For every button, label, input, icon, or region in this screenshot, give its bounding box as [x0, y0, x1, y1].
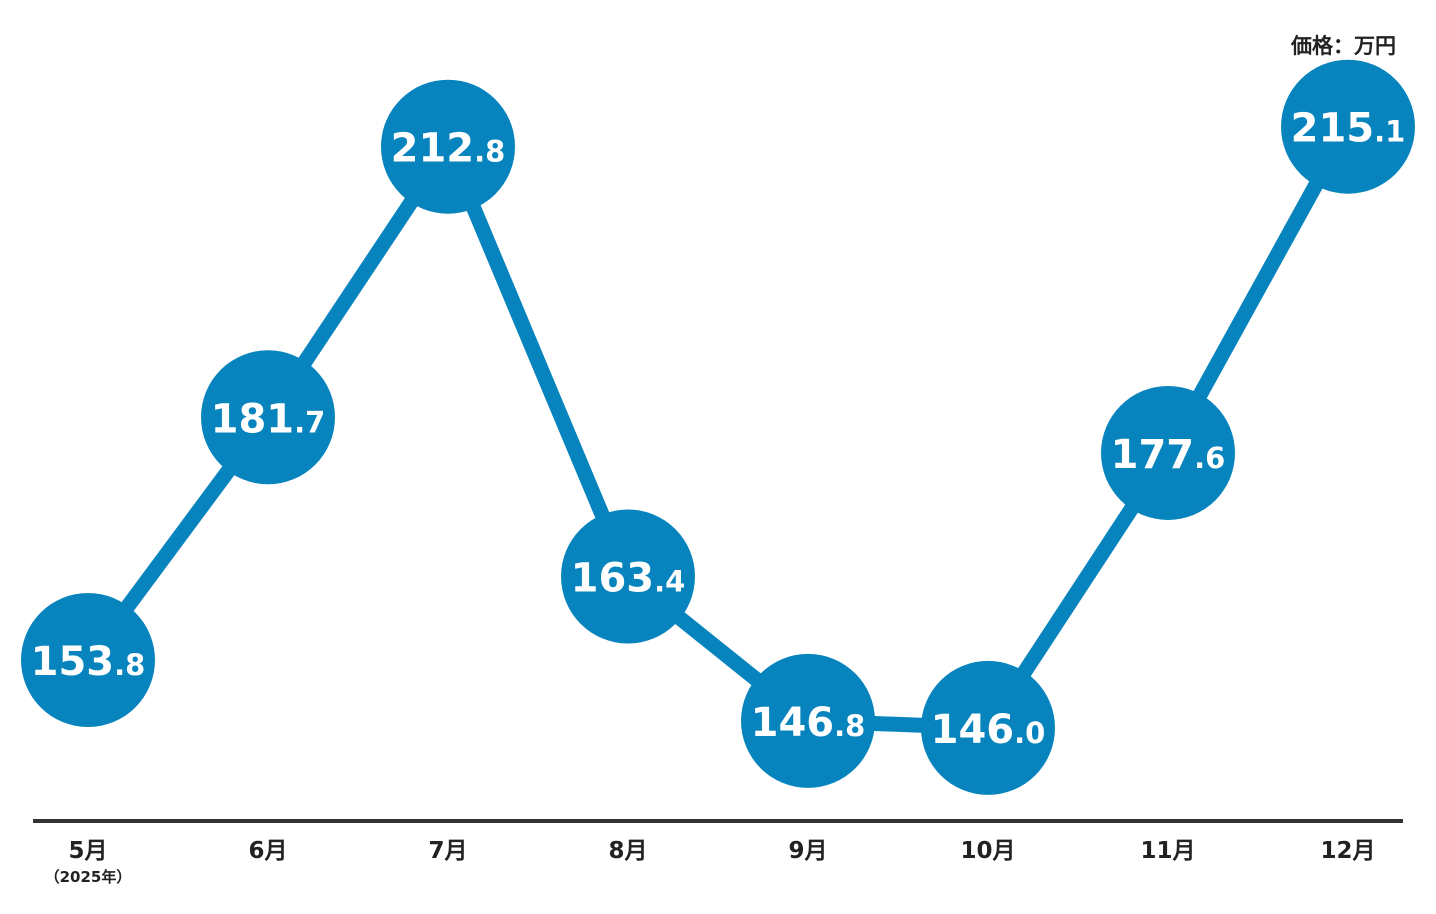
data-label-decimal: .4	[654, 564, 685, 598]
data-label-integer: 177	[1111, 432, 1195, 478]
data-label: 153.8	[31, 639, 146, 685]
data-label: 215.1	[1291, 106, 1406, 152]
data-label: 146.8	[751, 700, 866, 746]
data-label-decimal: .8	[834, 709, 865, 743]
data-label: 212.8	[391, 126, 506, 172]
data-label-decimal: .6	[1194, 441, 1225, 475]
x-tick-label: 5月	[68, 838, 107, 864]
x-tick-label: 7月	[428, 838, 467, 864]
data-label-decimal: .1	[1374, 115, 1405, 149]
data-label-integer: 163	[571, 555, 655, 601]
data-label-integer: 215	[1291, 106, 1375, 152]
data-point	[381, 79, 515, 214]
x-tick-label: 10月	[960, 838, 1015, 864]
x-tick-label: 11月	[1140, 838, 1195, 864]
data-point	[21, 593, 155, 727]
data-point	[921, 660, 1055, 795]
data-label-integer: 212	[391, 126, 475, 172]
data-label-integer: 146	[931, 707, 1015, 753]
data-point	[741, 653, 875, 788]
data-label-decimal: .8	[474, 135, 505, 169]
data-point	[1281, 59, 1415, 194]
data-label-decimal: .0	[1014, 716, 1045, 750]
data-label: 181.7	[211, 396, 326, 442]
data-point	[561, 509, 695, 644]
data-point	[1101, 385, 1235, 520]
x-tick-label: 8月	[608, 838, 647, 864]
series-segment	[440, 139, 636, 584]
unit-label: 価格：万円	[1291, 34, 1396, 58]
x-tick-label: 9月	[788, 838, 827, 864]
data-point	[201, 350, 335, 485]
data-label: 163.4	[571, 555, 686, 601]
data-label: 146.0	[931, 707, 1046, 753]
data-label: 177.6	[1111, 432, 1226, 478]
data-label-decimal: .8	[114, 648, 145, 682]
x-tick-sublabel-year: （2025年）	[45, 868, 132, 886]
x-tick-labels: 5月 6月 7月 8月 9月 10月 11月 12月 （2025年）	[45, 838, 1376, 886]
data-label-integer: 181	[211, 396, 295, 442]
data-label-decimal: .7	[294, 405, 325, 439]
x-tick-label: 12月	[1320, 838, 1375, 864]
data-label-integer: 153	[31, 639, 115, 685]
data-label-integer: 146	[751, 700, 835, 746]
x-tick-label: 6月	[248, 838, 287, 864]
